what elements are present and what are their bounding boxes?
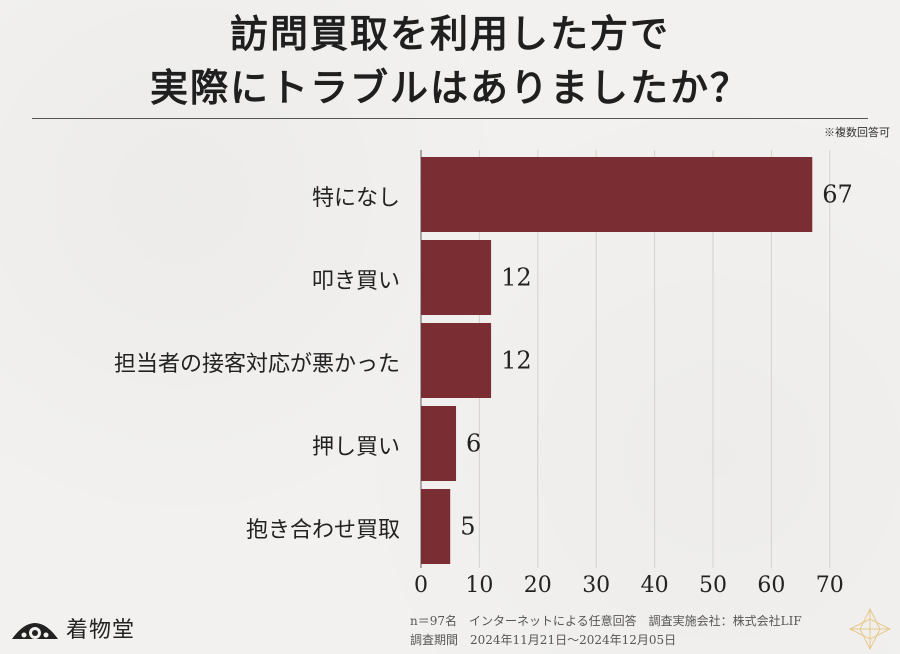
survey-info: n＝97名 インターネットによる任意回答 調査実施会社：株式会社LIF [410, 614, 802, 628]
x-tick-label: 10 [465, 573, 493, 598]
survey-period: 調査期間 2024年11月21日～2024年12月05日 [410, 633, 677, 647]
category-label: 叩き買い [311, 268, 400, 294]
data-label: 12 [501, 347, 532, 375]
brand-logo: 着物堂 [10, 608, 135, 648]
data-label: 12 [501, 264, 532, 292]
fan-icon [12, 623, 58, 639]
bar [421, 157, 813, 232]
x-tick-label: 60 [757, 573, 785, 598]
bar [421, 406, 457, 481]
title-divider [32, 118, 868, 119]
x-tick-label: 20 [524, 573, 552, 598]
bar [421, 240, 492, 315]
bar [421, 323, 492, 398]
category-label: 抱き合わせ買取 [245, 517, 400, 543]
data-label: 5 [460, 513, 475, 541]
chart-title-line2: 実際にトラブルはありましたか？ [149, 65, 750, 110]
x-tick-label: 30 [582, 573, 610, 598]
category-label: 押し買い [311, 434, 400, 460]
chart-title-line1: 訪問買取を利用した方で [229, 11, 670, 56]
data-label: 67 [822, 181, 853, 209]
x-tick-label: 50 [699, 573, 727, 598]
brand-logo-text: 着物堂 [66, 618, 136, 643]
multiple-answer-note: ※複数回答可 [824, 126, 890, 139]
category-label: 特になし [311, 185, 400, 211]
x-tick-label: 70 [816, 573, 844, 598]
x-tick-label: 0 [414, 573, 428, 598]
decorative-pattern-icon [848, 607, 892, 651]
category-label: 担当者の接客対応が悪かった [113, 351, 400, 377]
bar [421, 489, 451, 564]
x-tick-label: 40 [641, 573, 669, 598]
data-label: 6 [466, 430, 481, 458]
